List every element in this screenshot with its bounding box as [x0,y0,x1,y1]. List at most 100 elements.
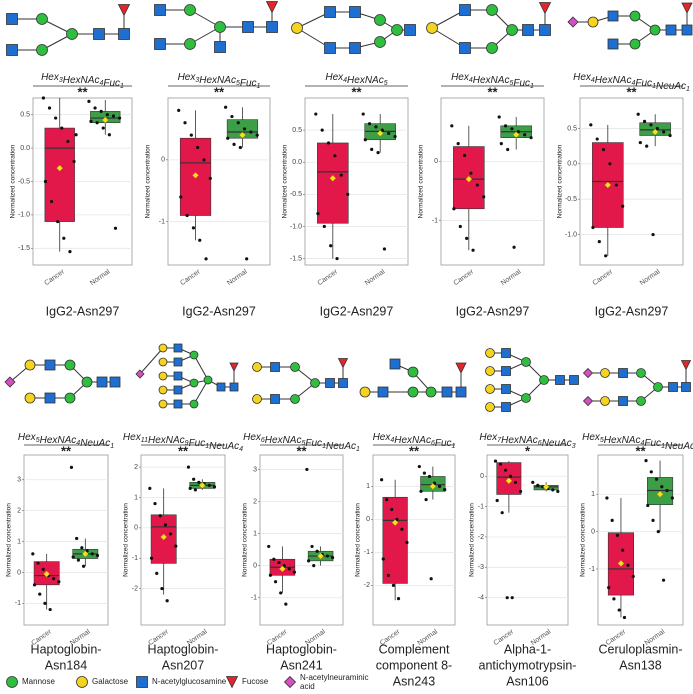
significance-stars: ** [214,84,225,99]
y-tick-label: -1 [159,219,165,226]
data-point [47,106,52,110]
data-point [75,536,79,541]
data-point [101,126,105,130]
data-point [607,586,611,590]
y-tick-label: -1.0 [565,231,577,238]
y-axis-label: Normalized concentration [242,503,249,577]
glcnac-symbol [324,42,336,54]
data-point [185,213,189,218]
site-label: Asn243 [393,674,435,688]
data-point [149,556,154,560]
data-point [523,133,527,137]
neuac-symbol [567,16,579,28]
y-tick-label: 0.0 [292,159,302,166]
mannose-symbol [407,366,419,378]
y-tick-label: 1 [591,491,595,498]
glcnac-symbol [404,24,416,36]
glycan-formula: Hex7HexNAc6NeuAc3 [479,432,575,450]
data-point [608,162,612,166]
significance-stars: ** [178,443,189,458]
data-point [36,561,40,565]
data-point [273,580,278,584]
site-label: component 8- [376,658,452,672]
mannose-symbol [189,378,199,388]
data-point [72,159,76,164]
data-point [396,596,401,601]
data-point [197,480,201,484]
data-point [38,592,42,596]
significance-stars: ** [77,84,88,99]
mannose-symbol [189,350,199,360]
data-point [456,141,460,146]
galactose-symbol [485,402,495,412]
data-point [315,549,319,553]
glcnac-symbol [109,376,121,388]
data-point [76,558,80,562]
glcnac-symbol [501,402,511,412]
glcnac-symbol [665,24,677,36]
y-axis-label: Normalized concentration [418,144,425,218]
mannose-symbol [64,359,76,371]
data-point [529,136,533,140]
glcnac-symbol [173,399,183,409]
glycan-formula: Hex6HexNAc5Fuc1NeuAc1 [243,432,360,453]
x-tick-label: Normal [639,268,662,287]
glcnac-symbol [216,382,226,392]
y-tick-label: 3 [17,477,21,484]
data-point [68,250,72,254]
data-point [148,486,152,490]
mannose-symbol [649,24,661,36]
mean-marker [505,477,513,485]
data-point [393,134,397,139]
glycan-bond [193,379,209,405]
mean-marker [329,175,337,182]
galactose-symbol [158,371,168,381]
data-point [329,244,333,248]
data-point [307,559,311,563]
y-axis-label: Normalized concentration [282,144,289,218]
y-tick-label: -1 [15,600,21,607]
y-tick-label: 0.5 [292,127,302,134]
galactose-symbol [587,16,599,28]
data-point [387,131,391,135]
glcnac-symbol [681,24,693,36]
data-point [645,144,649,148]
data-point [284,602,288,606]
y-tick-label: 0.0 [20,145,30,152]
mannose-symbol [36,13,48,25]
glycan-formula: Hex11HexNAc9Fuc1NeuAc4 [123,432,243,453]
glcnac-symbol [6,13,18,25]
x-tick-label: Normal [226,268,249,287]
data-point [556,489,560,494]
glcnac-symbol [668,382,678,392]
data-point [617,608,621,612]
data-point [95,121,99,125]
data-point [531,480,535,484]
data-point [93,106,97,110]
glcnac-symbol [93,28,105,40]
data-point [374,125,378,129]
site-label: Ceruloplasmin- [598,642,682,656]
mean-marker [604,181,612,189]
y-tick-label: 2 [134,464,138,471]
data-point [615,533,620,537]
mannose-symbol [64,392,76,404]
fucose-symbol [680,360,692,371]
data-point [81,564,86,568]
data-point [292,570,296,574]
data-point [465,236,469,240]
y-tick-label: 0 [366,516,370,523]
mannose-symbol [374,14,386,26]
data-point [279,591,283,595]
data-point [424,497,428,502]
data-point [163,523,168,527]
data-point [512,245,516,249]
y-tick-label: 0 [434,158,438,165]
data-point [382,247,387,251]
glcnac-symbol [618,368,628,378]
y-tick-label: -1.0 [290,223,302,230]
data-point [595,137,599,141]
data-point [43,601,47,605]
data-point [482,195,486,199]
